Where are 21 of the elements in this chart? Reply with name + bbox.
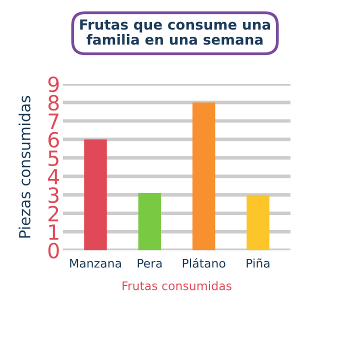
x-tick-label: Pera [138, 258, 162, 268]
y-tick-label: 4 [48, 169, 60, 184]
x-axis-title: Frutas consumidas [122, 281, 232, 290]
y-tick-label: 5 [48, 150, 58, 166]
bar [246, 194, 270, 250]
x-tick-label: Plátano [182, 258, 226, 268]
bar [192, 102, 216, 250]
bar [138, 192, 162, 250]
x-tick-label: Manzana [70, 258, 121, 268]
y-axis-title: Piezas consumidas [18, 96, 30, 238]
y-tick-label: 7 [48, 114, 58, 129]
chart-title: Frutas que consume una familia en una semana [80, 19, 270, 45]
y-tick-label: 9 [48, 76, 59, 92]
y-tick-label: 1 [49, 224, 58, 240]
y-tick-label: 8 [48, 94, 59, 111]
x-tick-label: Piña [246, 258, 270, 268]
y-tick-label: 6 [48, 132, 59, 148]
y-tick-label: 3 [48, 187, 59, 204]
y-tick-label: 0 [48, 242, 59, 258]
bar [84, 139, 107, 250]
y-tick-label: 2 [48, 206, 58, 222]
